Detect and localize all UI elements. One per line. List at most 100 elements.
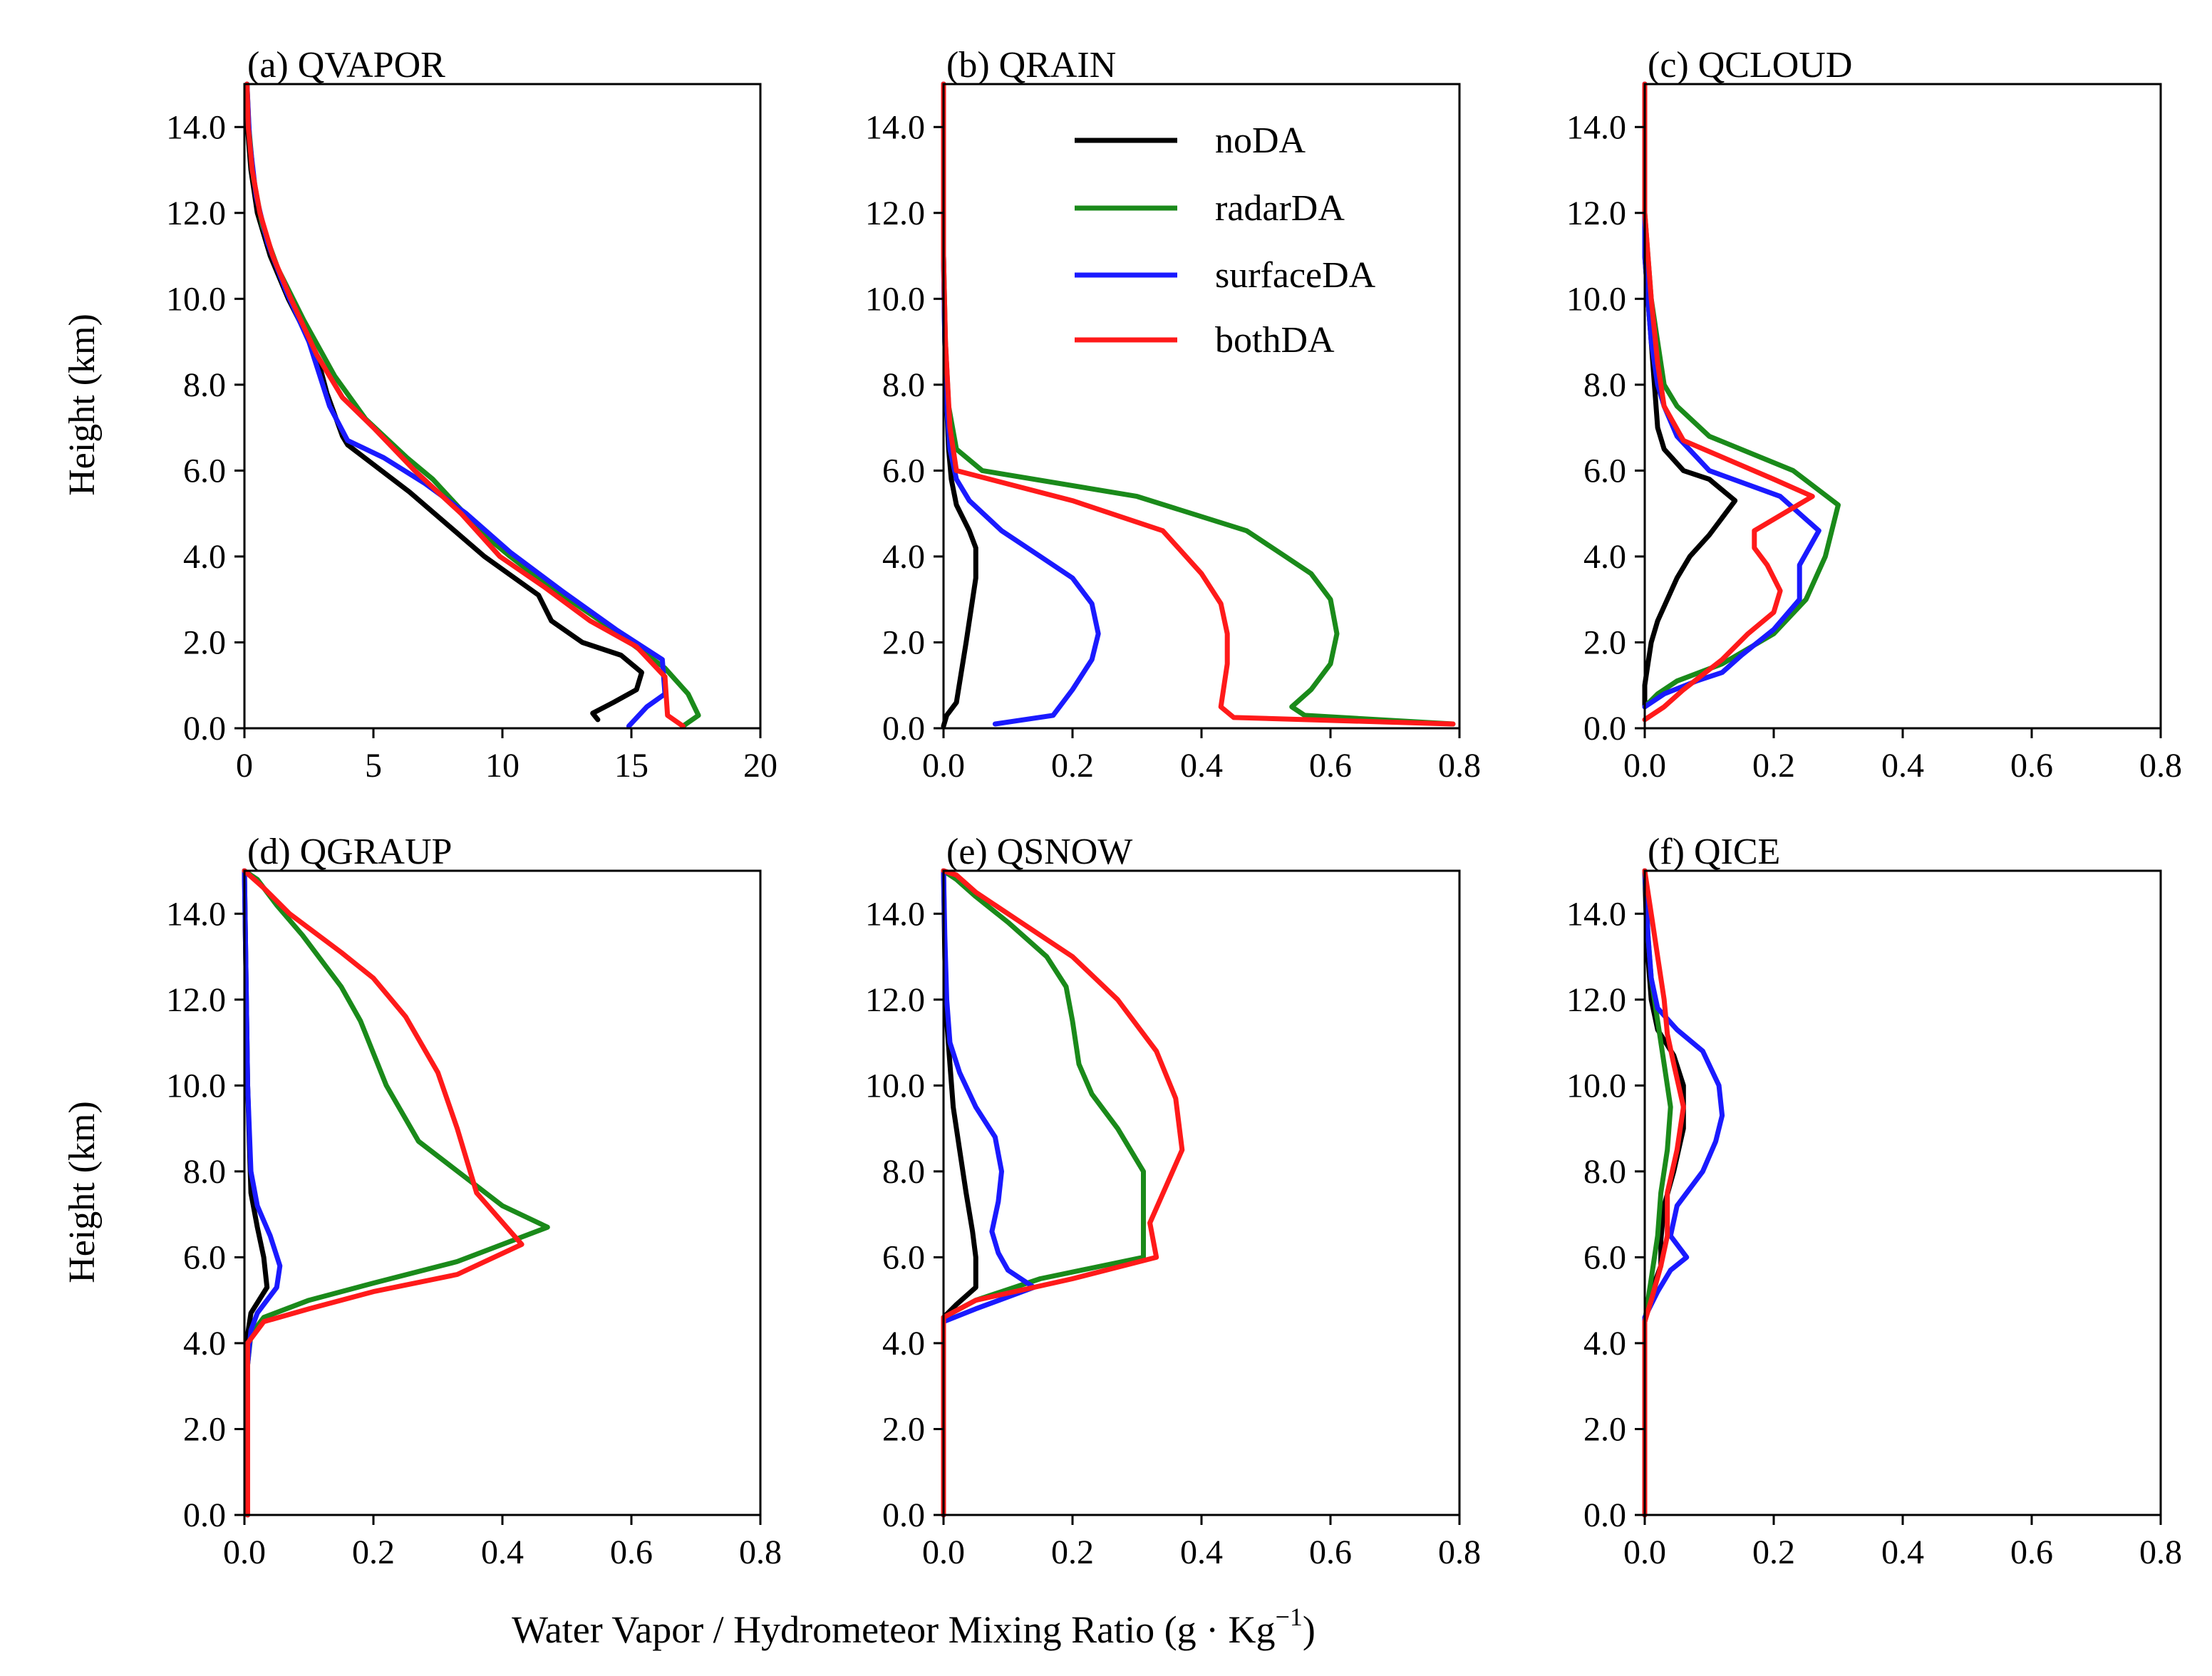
y-tick-label: 8.0 xyxy=(882,366,925,404)
x-tick-label: 5 xyxy=(365,747,382,785)
y-tick-label: 0.0 xyxy=(1583,710,1626,748)
y-tick-label: 8.0 xyxy=(882,1153,925,1191)
x-tick-label: 0.4 xyxy=(1180,747,1223,785)
x-axis-label-superscript: −1 xyxy=(1276,1603,1303,1631)
x-tick-label: 0.8 xyxy=(2139,747,2182,785)
y-tick-label: 2.0 xyxy=(183,624,226,661)
series-line-bothDA xyxy=(941,868,1185,1518)
x-tick-label: 0.6 xyxy=(610,1533,653,1571)
x-tick-label: 0.6 xyxy=(1309,1533,1352,1571)
series-line-bothDA xyxy=(1642,81,1815,723)
x-tick-label: 0.4 xyxy=(1180,1533,1223,1571)
panel-title: (c) QCLOUD xyxy=(1648,45,1852,86)
x-tick-label: 0.6 xyxy=(2010,747,2053,785)
x-tick-label: 0.4 xyxy=(1881,747,1924,785)
y-tick-label: 12.0 xyxy=(166,981,226,1019)
x-tick-label: 0.0 xyxy=(223,1533,266,1571)
panel-1: (a) QVAPOR 0 5 10 15 20 0.0 2.0 4.0 6.0 8.0 10.0 12.… xyxy=(166,45,777,785)
y-tick-label: 14.0 xyxy=(166,895,226,933)
y-tick-label: 10.0 xyxy=(1566,1067,1626,1105)
x-tick-label: 10 xyxy=(485,747,520,785)
y-tick-label: 4.0 xyxy=(1583,1325,1626,1362)
y-axis-label-bottom: Height (km) xyxy=(62,1101,103,1283)
series-line-noDA xyxy=(941,868,978,1518)
x-tick-label: 0.2 xyxy=(1051,747,1094,785)
y-tick-label: 10.0 xyxy=(865,1067,925,1105)
series-line-surfaceDA xyxy=(1642,868,1725,1518)
series-line-radarDA xyxy=(941,81,1456,727)
y-axis-label-top: Height (km) xyxy=(62,314,103,496)
panel-title: (f) QICE xyxy=(1648,832,1780,872)
x-tick-label: 0.8 xyxy=(1438,1533,1481,1571)
legend-label-radarDA: radarDA xyxy=(1215,188,1345,229)
y-tick-label: 12.0 xyxy=(1566,981,1626,1019)
y-tick-label: 0.0 xyxy=(882,1496,925,1534)
y-tick-label: 6.0 xyxy=(183,1238,226,1276)
y-tick-label: 8.0 xyxy=(183,366,226,404)
y-tick-label: 2.0 xyxy=(882,624,925,661)
panel-6: (f) QICE 0.0 0.2 0.4 0.6 0.8 0.0 2.0 4.0 6.0 8.0 10… xyxy=(1566,832,2182,1571)
series-line-surfaceDA xyxy=(941,868,1037,1518)
y-tick-label: 14.0 xyxy=(865,108,925,146)
panel-3: (c) QCLOUD 0.0 0.2 0.4 0.6 0.8 0.0 2.0 4.0 6.0 8.0… xyxy=(1566,45,2182,785)
x-tick-label: 0.4 xyxy=(481,1533,524,1571)
plot-frame xyxy=(1643,83,2162,730)
panel-title: (b) QRAIN xyxy=(946,45,1116,86)
plot-frame xyxy=(243,83,762,730)
y-tick-label: 4.0 xyxy=(183,1325,226,1362)
legend-label-surfaceDA: surfaceDA xyxy=(1215,255,1376,296)
y-tick-label: 8.0 xyxy=(1583,366,1626,404)
x-tick-label: 0.0 xyxy=(1623,1533,1666,1571)
y-tick-label: 4.0 xyxy=(882,1325,925,1362)
x-tick-label: 0.8 xyxy=(2139,1533,2182,1571)
y-tick-label: 10.0 xyxy=(166,1067,226,1105)
series-line-radarDA xyxy=(1642,81,1841,710)
x-tick-label: 0.8 xyxy=(1438,747,1481,785)
panel-title: (a) QVAPOR xyxy=(247,45,445,86)
series-line-bothDA xyxy=(1642,868,1686,1518)
x-tick-label: 0.2 xyxy=(352,1533,395,1571)
legend-label-noDA: noDA xyxy=(1215,120,1306,161)
y-tick-label: 0.0 xyxy=(183,1496,226,1534)
y-tick-label: 0.0 xyxy=(882,710,925,748)
x-tick-label: 0.2 xyxy=(1051,1533,1094,1571)
y-tick-label: 8.0 xyxy=(183,1153,226,1191)
x-tick-label: 0.2 xyxy=(1752,1533,1795,1571)
y-tick-label: 14.0 xyxy=(1566,895,1626,933)
plot-frame xyxy=(942,83,1461,730)
y-tick-label: 0.0 xyxy=(1583,1496,1626,1534)
y-tick-label: 2.0 xyxy=(183,1410,226,1448)
series-line-surfaceDA xyxy=(1642,81,1821,710)
plot-frame xyxy=(1643,869,2162,1516)
series-line-bothDA xyxy=(941,81,1456,727)
series-line-radarDA xyxy=(242,868,550,1518)
series-line-noDA xyxy=(244,81,644,723)
y-tick-label: 14.0 xyxy=(1566,108,1626,146)
panel-5: (e) QSNOW 0.0 0.2 0.4 0.6 0.8 0.0 2.0 4.0 6.0 8.0 1… xyxy=(865,832,1481,1571)
legend: noDA radarDA surfaceDA bothDA xyxy=(1075,120,1376,361)
x-tick-label: 0.6 xyxy=(1309,747,1352,785)
y-tick-label: 12.0 xyxy=(865,195,925,232)
plot-frame xyxy=(942,869,1461,1516)
y-tick-label: 4.0 xyxy=(1583,538,1626,576)
y-tick-label: 2.0 xyxy=(1583,624,1626,661)
y-tick-label: 2.0 xyxy=(1583,1410,1626,1448)
y-tick-label: 10.0 xyxy=(166,280,226,318)
y-tick-label: 10.0 xyxy=(1566,280,1626,318)
x-tick-label: 0.8 xyxy=(739,1533,782,1571)
y-tick-label: 0.0 xyxy=(183,710,226,748)
y-tick-label: 4.0 xyxy=(183,538,226,576)
y-tick-label: 12.0 xyxy=(166,195,226,232)
y-tick-label: 8.0 xyxy=(1583,1153,1626,1191)
y-tick-label: 6.0 xyxy=(882,1238,925,1276)
y-tick-label: 4.0 xyxy=(882,538,925,576)
y-tick-label: 6.0 xyxy=(1583,1238,1626,1276)
series-line-radarDA xyxy=(941,868,1146,1518)
panel-2: (b) QRAIN 0.0 0.2 0.4 0.6 0.8 0.0 2.0 4.0 6.0 8.0 1… xyxy=(865,45,1481,785)
x-tick-label: 0.0 xyxy=(922,1533,965,1571)
x-tick-label: 0.0 xyxy=(922,747,965,785)
y-tick-label: 10.0 xyxy=(865,280,925,318)
y-tick-label: 12.0 xyxy=(1566,195,1626,232)
x-tick-label: 0.0 xyxy=(1623,747,1666,785)
